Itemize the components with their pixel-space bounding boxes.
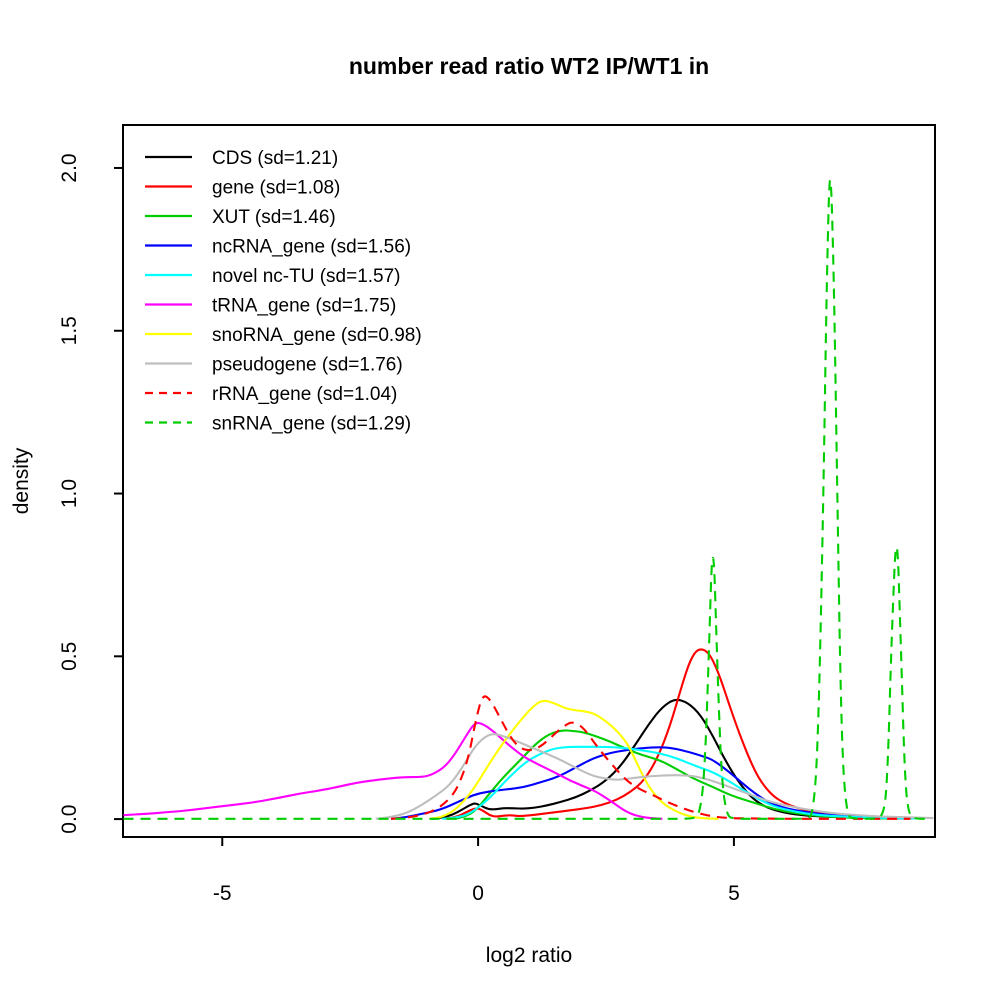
- legend-entry: CDS (sd=1.21): [145, 148, 338, 169]
- density-curve-rRNA_gene: [391, 695, 911, 820]
- legend-label: snRNA_gene (sd=1.29): [212, 414, 411, 435]
- legend-entry: novel nc-TU (sd=1.57): [145, 266, 401, 287]
- legend-label: ncRNA_gene (sd=1.56): [212, 237, 411, 258]
- density-curve-pseudogene: [375, 733, 934, 820]
- density-curve-ncRNA_gene: [390, 746, 914, 820]
- legend-label: pseudogene (sd=1.76): [212, 355, 403, 376]
- x-tick-label: -5: [213, 882, 232, 905]
- axes: -5 0 5 0.0 0.5 1.0 1.5 2.0: [58, 153, 740, 905]
- legend-label: snoRNA_gene (sd=0.98): [212, 325, 422, 346]
- density-curves: [123, 179, 934, 820]
- legend-entry: ncRNA_gene (sd=1.56): [145, 237, 411, 258]
- legend-entry: tRNA_gene (sd=1.75): [145, 296, 396, 317]
- plot-border: [122, 124, 936, 838]
- legend-label: novel nc-TU (sd=1.57): [212, 266, 401, 287]
- y-tick-label: 1.5: [58, 316, 81, 345]
- legend-entry: snoRNA_gene (sd=0.98): [145, 325, 422, 346]
- legend-label: rRNA_gene (sd=1.04): [212, 384, 397, 405]
- legend-entry: snRNA_gene (sd=1.29): [145, 414, 411, 435]
- x-tick-label: 5: [728, 882, 740, 905]
- legend-label: XUT (sd=1.46): [212, 207, 336, 228]
- chart-title: number read ratio WT2 IP/WT1 in: [349, 53, 709, 79]
- legend-entry: XUT (sd=1.46): [145, 207, 336, 228]
- legend-label: CDS (sd=1.21): [212, 148, 338, 169]
- y-tick-label: 1.0: [58, 479, 81, 508]
- density-curve-snRNA_gene: [123, 179, 929, 820]
- legend-entry: pseudogene (sd=1.76): [145, 355, 403, 376]
- y-tick-label: 2.0: [58, 153, 81, 182]
- y-tick-label: 0.5: [58, 642, 81, 671]
- x-axis-title: log2 ratio: [486, 944, 572, 967]
- legend-entry: gene (sd=1.08): [145, 178, 340, 199]
- y-tick-label: 0.0: [58, 804, 81, 833]
- x-tick-label: 0: [472, 882, 484, 905]
- legend-label: tRNA_gene (sd=1.75): [212, 296, 396, 317]
- plot-box: [122, 124, 936, 838]
- legend: CDS (sd=1.21) gene (sd=1.08) XUT (sd=1.46)…: [145, 148, 422, 435]
- legend-entry: rRNA_gene (sd=1.04): [145, 384, 397, 405]
- legend-label: gene (sd=1.08): [212, 178, 340, 199]
- density-curve-novel: [442, 745, 919, 820]
- density-curve-tRNA_gene: [123, 721, 663, 820]
- y-axis-title: density: [10, 447, 33, 514]
